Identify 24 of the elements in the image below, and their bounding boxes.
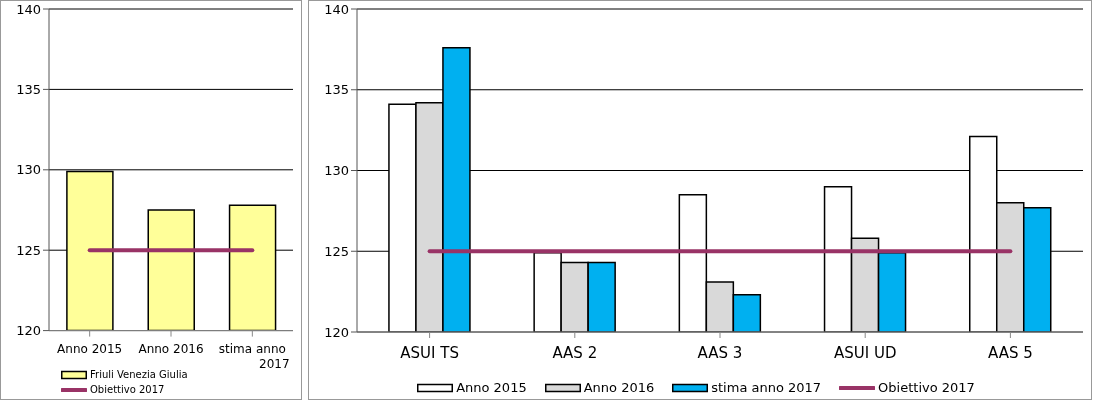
legend-label: Obiettivo 2017: [90, 384, 165, 395]
x-tick-label: AAS 5: [988, 343, 1033, 362]
x-tick-label: ASUI UD: [833, 343, 897, 362]
legend-label: stima anno 2017: [711, 380, 822, 395]
x-tick-label: ASUI TS: [400, 343, 459, 362]
y-tick-label: 120: [324, 324, 349, 340]
y-tick-label: 120: [16, 323, 41, 339]
x-tick-label: Anno 2015: [57, 342, 123, 357]
y-tick-label: 130: [324, 163, 349, 179]
x-tick-label: stima anno 2017: [218, 342, 290, 371]
legend-label: Anno 2016: [583, 380, 655, 395]
y-tick-label: 140: [16, 1, 41, 17]
y-tick-label: 135: [16, 82, 41, 98]
y-tick-label: 135: [324, 82, 349, 98]
legend-label: Friuli Venezia Giulia: [90, 369, 188, 380]
x-tick-label: AAS 3: [697, 343, 743, 362]
y-tick-label: 130: [16, 162, 41, 178]
x-tick-label: AAS 2: [552, 343, 598, 362]
x-tick-label: Anno 2016: [138, 342, 204, 357]
y-tick-label: 140: [324, 1, 349, 17]
legend-label: Obiettivo 2017: [878, 380, 975, 395]
legend-label: Anno 2015: [456, 380, 527, 395]
y-tick-label: 125: [324, 243, 349, 259]
y-tick-label: 125: [16, 242, 41, 258]
